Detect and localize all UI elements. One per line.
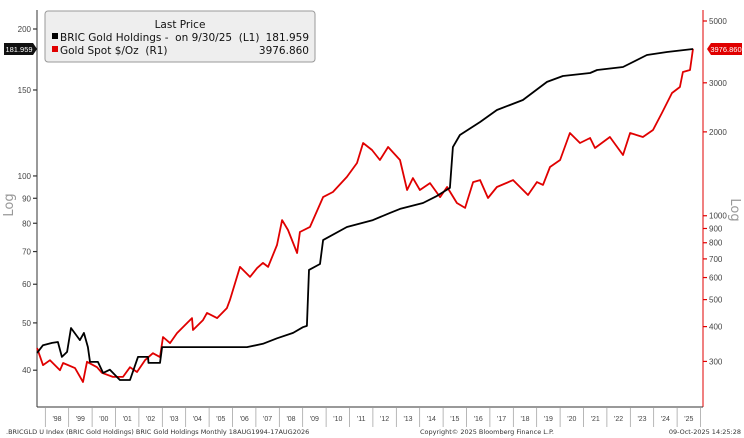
x-tick-label: '08 xyxy=(286,416,295,423)
x-tick-label: '18 xyxy=(520,416,529,423)
legend: Last Price BRIC Gold Holdings - on 9/30/… xyxy=(44,10,316,63)
legend-box xyxy=(44,10,316,63)
x-tick-label: '09 xyxy=(310,416,319,423)
gold-spot-line xyxy=(36,48,694,383)
right-last-value-tag: 3976.860 xyxy=(707,43,742,55)
x-tick-label: '04 xyxy=(193,416,202,423)
x-tick-label: '03 xyxy=(169,416,178,423)
x-tick-label: '23 xyxy=(637,416,646,423)
axes: 200 150 100 90 80 70 60 50 40 5000 3000 2000 1000 900… xyxy=(18,10,727,427)
left-tick-label: 40 xyxy=(22,366,31,375)
footer-index-info: .BRICGLD U Index (BRIC Gold Holdings) BR… xyxy=(6,428,309,436)
left-tick-label: 50 xyxy=(22,319,31,328)
right-axis-label: Log xyxy=(727,198,742,221)
svg-text:3976.860: 3976.860 xyxy=(710,45,741,54)
footer-timestamp: 09-Oct-2025 14:25:28 xyxy=(669,428,741,436)
left-tick-label: 90 xyxy=(22,194,31,203)
legend-title: Last Price xyxy=(155,19,206,31)
x-tick-label: '17 xyxy=(497,416,506,423)
x-tick-label: '13 xyxy=(403,416,412,423)
left-tick-label: 80 xyxy=(22,219,31,228)
right-tick-label: 400 xyxy=(709,323,723,332)
right-tick-label: 800 xyxy=(709,239,723,248)
right-tick-label: 500 xyxy=(709,296,723,305)
right-tick-label: 5000 xyxy=(709,17,727,26)
right-tick-label: 1000 xyxy=(709,212,727,221)
x-tick-label: '99 xyxy=(76,416,85,423)
series-lines xyxy=(36,48,694,383)
legend-value-bric: 181.959 xyxy=(266,32,309,44)
bric-gold-holdings-line xyxy=(36,48,694,381)
legend-swatch-gold xyxy=(52,46,58,52)
x-tick-label: '19 xyxy=(544,416,553,423)
left-tick-label: 150 xyxy=(18,86,32,95)
legend-value-gold: 3976.860 xyxy=(259,45,309,57)
x-tick-label: '06 xyxy=(240,416,249,423)
footer-copyright: Copyright© 2025 Bloomberg Finance L.P. xyxy=(420,428,554,436)
left-tick-label: 60 xyxy=(22,280,31,289)
left-tick-label: 100 xyxy=(18,172,32,181)
x-tick-label: '07 xyxy=(263,416,272,423)
right-tick-label: 900 xyxy=(709,224,723,233)
x-tick-label: '02 xyxy=(146,416,155,423)
legend-label-bric: BRIC Gold Holdings - on 9/30/25 (L1) xyxy=(60,32,259,44)
x-tick-label: '05 xyxy=(216,416,225,423)
x-tick-label: '01 xyxy=(123,416,132,423)
x-tick-label: '98 xyxy=(52,416,61,423)
x-tick-label: '10 xyxy=(333,416,342,423)
right-tick-label: 300 xyxy=(709,357,723,366)
x-tick-label: '11 xyxy=(357,416,366,423)
left-axis-label: Log xyxy=(2,193,17,216)
right-tick-label: 700 xyxy=(709,255,723,264)
x-tick-label: '15 xyxy=(450,416,459,423)
x-tick-label: '20 xyxy=(567,416,576,423)
right-tick-label: 600 xyxy=(709,274,723,283)
left-last-value-tag: 181.959 xyxy=(4,43,37,55)
x-tick-label: '14 xyxy=(427,416,436,423)
svg-text:181.959: 181.959 xyxy=(5,45,32,54)
x-tick-label: '00 xyxy=(99,416,108,423)
right-tick-label: 3000 xyxy=(709,79,727,88)
x-tick-label: '24 xyxy=(661,416,670,423)
right-tick-label: 2000 xyxy=(709,128,727,137)
x-tick-label: '16 xyxy=(474,416,483,423)
x-tick-label: '22 xyxy=(614,416,623,423)
legend-label-gold: Gold Spot $/Oz (R1) xyxy=(60,45,168,57)
legend-swatch-bric xyxy=(52,33,58,39)
x-tick-label: '21 xyxy=(591,416,600,423)
x-tick-label: '12 xyxy=(380,416,389,423)
left-tick-label: 70 xyxy=(22,248,31,257)
left-tick-label: 200 xyxy=(18,25,32,34)
x-tick-label: '25 xyxy=(684,416,693,423)
